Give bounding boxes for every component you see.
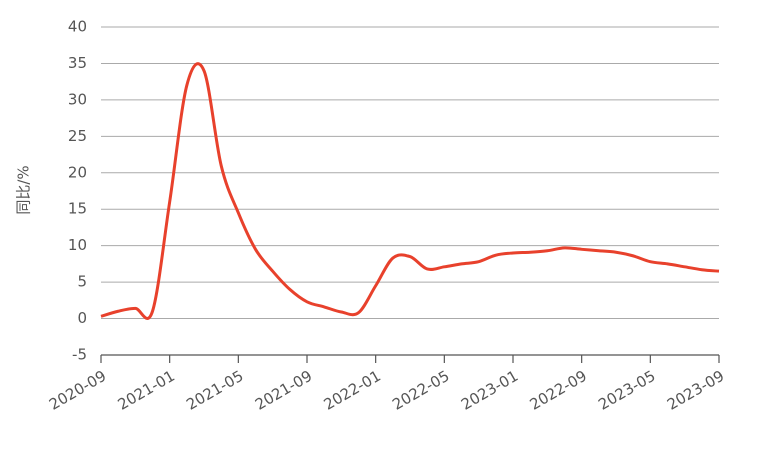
x-tick-label: 2020-09 [46,367,109,414]
x-tick-label: 2021-09 [252,367,315,414]
y-tick-label: 20 [68,163,87,181]
x-tick-label: 2022-05 [389,367,452,414]
y-tick-label: -5 [72,346,87,364]
x-tick-label: 2021-01 [115,367,178,414]
line-series [100,62,720,320]
y-tick-label: 5 [77,273,87,291]
y-tick-label: 0 [77,309,87,327]
x-tick-label: 2021-05 [183,367,246,414]
y-tick-label: 40 [68,18,87,36]
x-tick-label: 2023-01 [458,367,521,414]
y-tick-label: 35 [68,54,87,72]
x-tick-label: 2023-05 [595,367,658,414]
x-tick-label: 2023-09 [664,367,727,414]
y-axis-label: 同比/% [15,165,33,214]
y-tick-label: 30 [68,90,87,108]
x-tick-label: 2022-09 [527,367,590,414]
y-tick-label: 15 [68,200,87,218]
x-tick-label: 2022-01 [321,367,384,414]
y-tick-label: 25 [68,127,87,145]
y-tick-label: 10 [68,236,87,254]
